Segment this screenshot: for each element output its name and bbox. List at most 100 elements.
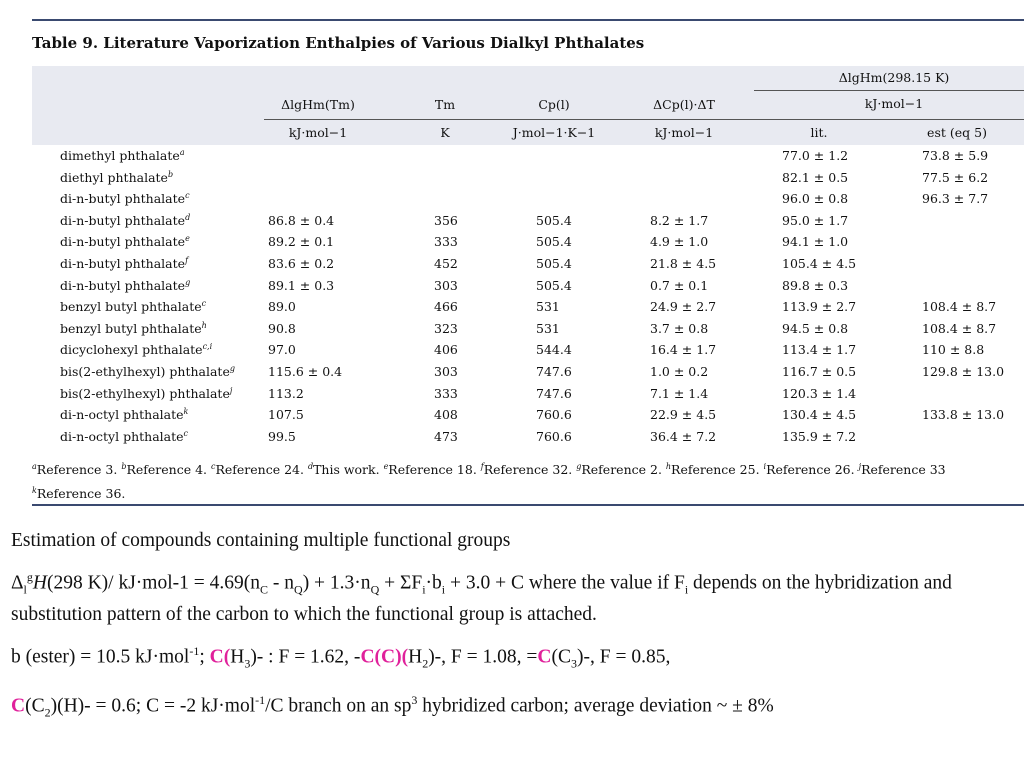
cell-c6: 77.5 ± 6.2 (922, 169, 989, 185)
col-header-enthalpy-tm: ΔlgHm(Tm) (281, 97, 355, 112)
footnote-text: Reference 32. (483, 462, 577, 478)
compound-name: di-n-butyl phthalateg (60, 277, 191, 293)
table-row: dimethyl phthalatea 77.0 ± 1.2 73.8 ± 5.9 (0, 148, 1024, 170)
compound-name: di-n-octyl phthalatek (60, 407, 189, 423)
cell-c6: 129.8 ± 13.0 (922, 364, 1005, 379)
unit-enthalpy-tm: kJ·mol−1 (288, 125, 348, 140)
table-row: dicyclohexyl phthalatec,i 97.0 406 544.4 16.… (0, 342, 1024, 364)
cell-c1: 89.1 ± 0.3 (268, 277, 335, 293)
cell-c4: 16.4 ± 1.7 (650, 342, 717, 358)
table-footnotes: aReference 3. bReference 4. cReference 2… (32, 456, 1024, 504)
table-row: di-n-octyl phthalatek 107.5 408 760.6 22.9 ±… (0, 407, 1024, 429)
cell-c2: 406 (434, 342, 458, 358)
cell-c5: 94.5 ± 0.8 (782, 320, 849, 336)
cell-c2: 333 (434, 234, 458, 250)
cell-c3: 531 (536, 320, 560, 336)
cell-c5: 82.1 ± 0.5 (782, 169, 849, 185)
table-row: di-n-butyl phthalateg 89.1 ± 0.3 303 505.4 0… (0, 278, 1024, 300)
footnote-text: Reference 18. (388, 462, 481, 478)
compound-name: dimethyl phthalatea (60, 148, 185, 164)
cell-c5: 77.0 ± 1.2 (782, 148, 849, 163)
compound-name: di-n-butyl phthalatef (60, 256, 189, 272)
cell-c2: 452 (434, 256, 458, 271)
compound-name: bis(2-ethylhexyl) phthalateg (60, 364, 235, 380)
cell-c4: 8.2 ± 1.7 (650, 212, 709, 228)
cell-c1: 115.6 ± 0.4 (268, 364, 343, 379)
footnote-mark: d (307, 462, 314, 471)
table-row: diethyl phthalateb 82.1 ± 0.5 77.5 ± 6.2 (0, 170, 1024, 192)
table-row: di-n-octyl phthalatec 99.5 473 760.6 36.4 ± … (0, 429, 1024, 451)
cell-c5: 113.4 ± 1.7 (782, 342, 857, 358)
cell-c6: 108.4 ± 8.7 (922, 320, 997, 336)
table-top-rule (32, 19, 1024, 21)
cell-c2: 466 (434, 299, 458, 315)
cell-c1: 83.6 ± 0.2 (268, 256, 335, 271)
cell-c5: 116.7 ± 0.5 (782, 364, 857, 379)
compound-name: dicyclohexyl phthalatec,i (60, 342, 213, 358)
unit-tm: K (440, 125, 450, 140)
table-row: di-n-butyl phthalated 86.8 ± 0.4 356 505.4 8… (0, 213, 1024, 235)
branch-parameters: C(C2)(H)- = 0.6; C = -2 kJ·mol-1/C branc… (11, 692, 774, 720)
cell-c4: 24.9 ± 2.7 (650, 299, 717, 315)
footnote-mark: k (32, 486, 37, 496)
table-row: di-n-butyl phthalatec 96.0 ± 0.8 96.3 ± 7.… (0, 191, 1024, 213)
cell-c1: 99.5 (268, 428, 296, 444)
group-rule (754, 90, 1024, 91)
cell-c2: 323 (434, 320, 458, 336)
footnote-mark: a (32, 462, 37, 471)
compound-name: di-n-octyl phthalatec (60, 428, 189, 444)
table-row: di-n-butyl phthalatef 83.6 ± 0.2 452 505.4 2… (0, 256, 1024, 278)
table-row: bis(2-ethylhexyl) phthalateg 115.6 ± 0.4 3… (0, 364, 1024, 386)
table-caption: Table 9. Literature Vaporization Enthalp… (32, 34, 645, 52)
cell-c2: 303 (434, 277, 458, 293)
cell-c2: 303 (434, 364, 458, 379)
compound-name: benzyl butyl phthalateh (60, 320, 207, 336)
footnote-mark: f (480, 462, 484, 471)
cell-c5: 89.8 ± 0.3 (782, 277, 849, 293)
unit-cp: J·mol−1·K−1 (512, 125, 596, 140)
estimation-heading: Estimation of compounds containing multi… (11, 530, 511, 551)
cell-c2: 408 (434, 407, 458, 423)
cell-c3: 747.6 (536, 364, 572, 379)
compound-name: benzyl butyl phthalatec (60, 299, 207, 315)
footnote-text: This work. (313, 462, 384, 478)
compound-name: diethyl phthalateb (60, 169, 174, 185)
compound-name: di-n-butyl phthalatee (60, 234, 190, 250)
footnote-mark: b (121, 462, 127, 471)
footnote-mark: j (858, 462, 862, 471)
cell-c5: 94.1 ± 1.0 (782, 234, 849, 250)
cell-c6: 73.8 ± 5.9 (922, 148, 989, 163)
table-row: di-n-butyl phthalatee 89.2 ± 0.1 333 505.4 4… (0, 234, 1024, 256)
cell-c1: 97.0 (268, 342, 296, 358)
cell-c2: 356 (434, 212, 458, 228)
cell-c1: 89.2 ± 0.1 (268, 234, 335, 250)
table-bottom-rule (32, 504, 1024, 506)
cell-c1: 89.0 (268, 299, 296, 315)
footnote-text: Reference 26. (766, 462, 859, 478)
footnote-mark: g (576, 462, 582, 471)
group-unit: kJ·mol−1 (864, 96, 924, 111)
table-header: ΔlgHm(298.15 K) kJ·mol−1 ΔlgHm(Tm) Tm Cp… (32, 66, 1024, 145)
cell-c5: 130.4 ± 4.5 (782, 407, 857, 423)
cell-c4: 0.7 ± 0.1 (650, 277, 709, 293)
footnote-mark: e (383, 462, 389, 471)
cell-c5: 96.0 ± 0.8 (782, 191, 849, 207)
footnote-text: Reference 25. (671, 462, 764, 478)
cell-c3: 505.4 (536, 212, 572, 228)
col-header-lit: lit. (810, 125, 828, 140)
cell-c2: 473 (434, 428, 458, 444)
cell-c3: 531 (536, 299, 560, 315)
cell-c5: 95.0 ± 1.7 (782, 212, 849, 228)
ester-parameters: b (ester) = 10.5 kJ·mol-1; C(H3)- : F = … (11, 644, 671, 671)
table-row: bis(2-ethylhexyl) phthalatej 113.2 333 747.… (0, 386, 1024, 408)
cell-c4: 4.9 ± 1.0 (650, 234, 709, 250)
cell-c4: 36.4 ± 7.2 (650, 428, 717, 444)
estimation-equation: ΔlgH(298 K)/ kJ·mol-1 = 4.69(nC - nQ) + … (11, 570, 952, 626)
cell-c3: 505.4 (536, 234, 572, 250)
cell-c1: 90.8 (268, 320, 296, 336)
footnote-text: Reference 33 (861, 462, 946, 478)
cell-c6: 133.8 ± 13.0 (922, 407, 1005, 423)
footnote-text: Reference 4. (126, 462, 211, 478)
cell-c4: 22.9 ± 4.5 (650, 407, 717, 423)
cell-c3: 760.6 (536, 407, 572, 423)
